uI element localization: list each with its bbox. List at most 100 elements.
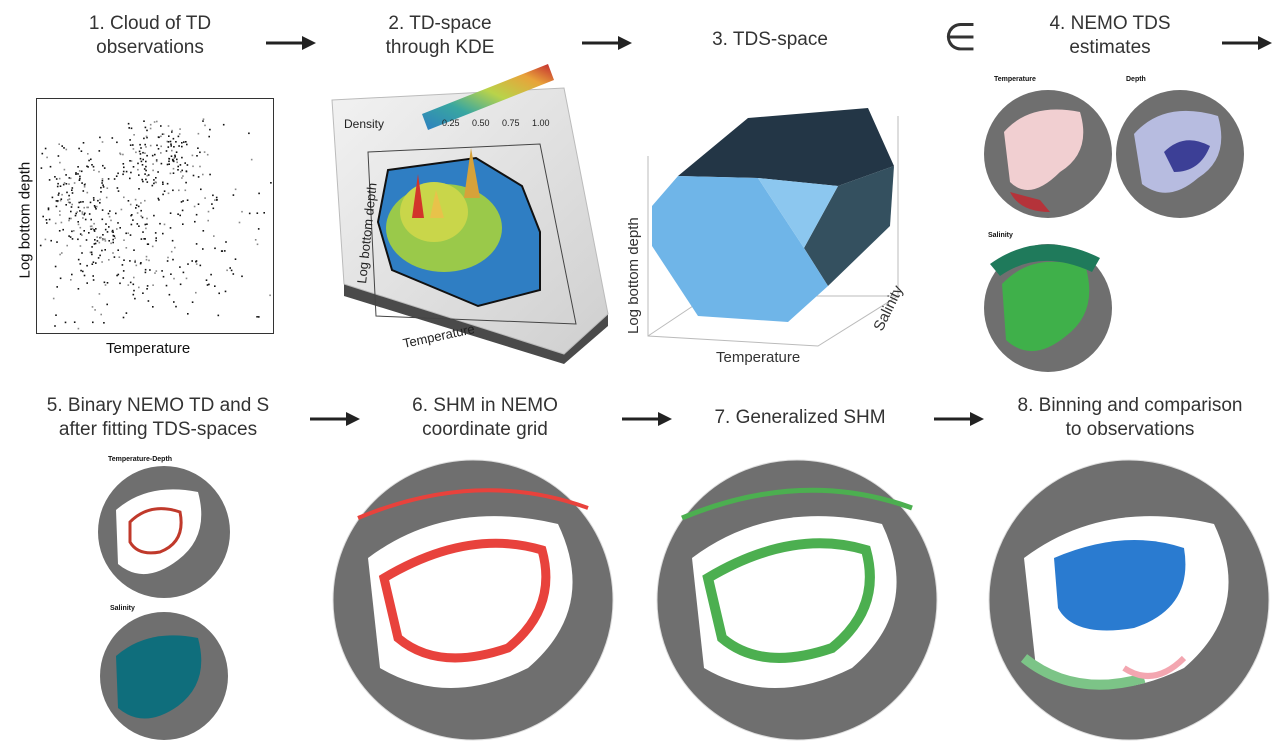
scatter-point (71, 230, 73, 233)
scatter-point (144, 152, 146, 154)
step-3-number: 3. (712, 29, 728, 50)
scatter-point (101, 209, 104, 211)
scatter-point (196, 155, 198, 157)
scatter-point (78, 147, 80, 150)
scatter-point (84, 212, 86, 215)
scatter-point (95, 208, 97, 210)
scatter-point (178, 133, 181, 135)
scatter-point (122, 170, 125, 173)
scatter-point (40, 167, 43, 169)
scatter-point (140, 202, 142, 204)
scatter-point (93, 243, 96, 245)
scatter-point (185, 181, 187, 184)
scatter-point (108, 240, 110, 242)
scatter-point (116, 141, 118, 144)
scatter-point (160, 152, 162, 154)
scatter-point (143, 238, 145, 240)
scatter-point (177, 169, 179, 171)
scatter-point (91, 263, 94, 265)
scatter-point (58, 192, 60, 195)
scatter-point (134, 198, 137, 201)
scatter-point (98, 170, 100, 173)
scatter-point (232, 194, 235, 196)
scatter-point (81, 182, 83, 184)
scatter-point (107, 178, 110, 180)
scatter-point (162, 181, 164, 184)
scatter-point (204, 124, 206, 127)
scatter-point (66, 191, 68, 194)
scatter-point (132, 219, 134, 221)
scatter-point (154, 272, 156, 274)
scatter-point (197, 176, 200, 178)
scatter-point (202, 120, 204, 122)
scatter-point (270, 182, 272, 184)
scatter-point (149, 127, 152, 130)
step-4-title: 4. NEMO TDS estimates (1020, 12, 1200, 60)
scatter-point (229, 267, 231, 269)
scatter-point (77, 288, 80, 290)
scatter-point (85, 239, 88, 241)
scatter-point (101, 261, 103, 263)
scatter-point (221, 250, 224, 252)
scatter-point (122, 163, 125, 165)
scatter-point (166, 182, 169, 185)
scatter-point (125, 232, 127, 235)
scatter-point (98, 150, 101, 152)
step-1-line1: Cloud of TD (110, 13, 212, 34)
scatter-point (232, 273, 235, 275)
scatter-point (208, 283, 210, 286)
scatter-point (202, 173, 204, 176)
scatter-point (149, 123, 152, 126)
scatter-point (144, 173, 146, 175)
scatter-point (122, 277, 125, 279)
scatter-point (138, 225, 140, 227)
scatter-point (102, 234, 104, 236)
scatter-point (68, 194, 70, 197)
step-1-number: 1. (88, 13, 105, 34)
scatter-point (97, 199, 99, 202)
scatter-point (205, 279, 208, 281)
scatter-point (215, 196, 218, 199)
kde-legend-title: Density (344, 117, 384, 131)
scatter-point (109, 210, 111, 212)
scatter-point (234, 188, 237, 191)
scatter-point (158, 136, 160, 139)
scatter-point (207, 210, 210, 213)
step-7-line1: Generalized SHM (735, 407, 886, 428)
scatter-point (89, 225, 92, 228)
scatter-point (100, 236, 102, 239)
scatter-point (170, 273, 172, 275)
scatter-point (248, 132, 250, 135)
scatter-point (59, 210, 61, 212)
scatter-point (57, 182, 59, 185)
map-salinity: Salinity (984, 232, 1112, 372)
step-8-title: 8. Binning and comparison to observation… (990, 394, 1270, 442)
scatter-point (154, 181, 157, 183)
scatter-point (144, 271, 147, 274)
step-5-title: 5. Binary NEMO TD and S after fitting TD… (18, 394, 298, 442)
scatter-point (159, 222, 161, 225)
scatter-point (144, 199, 146, 202)
scatter-point (195, 260, 197, 263)
scatter-points (39, 118, 272, 330)
scatter-point (117, 222, 119, 224)
scatter-point (78, 170, 81, 172)
scatter-point (91, 306, 94, 308)
scatter-point (142, 231, 144, 233)
tds-shape-right (804, 166, 894, 286)
arrow-5-to-6 (310, 412, 360, 426)
scatter-point (79, 177, 81, 180)
scatter-point (179, 266, 181, 268)
scatter-point (47, 207, 50, 209)
scatter-point (145, 160, 147, 163)
scatter-point (263, 212, 265, 214)
scatter-point (50, 239, 52, 242)
scatter-point (151, 245, 154, 248)
scatter-point (70, 279, 72, 281)
step-8-number: 8. (1017, 395, 1034, 416)
scatter-point (119, 152, 121, 155)
scatter-point (230, 269, 233, 272)
scatter-point (194, 220, 196, 223)
step-5-number: 5. (46, 395, 63, 416)
scatter-point (148, 259, 150, 262)
